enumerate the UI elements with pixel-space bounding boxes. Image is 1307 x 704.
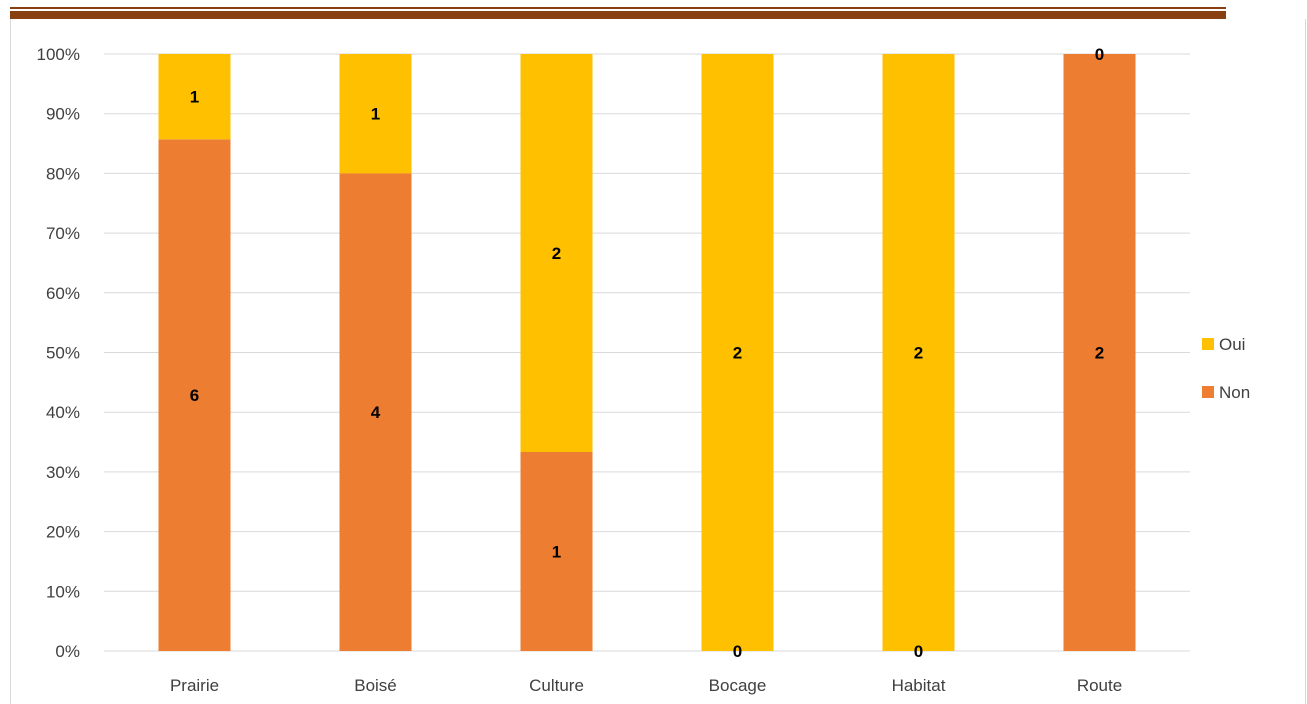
x-tick-label: Culture <box>529 676 584 695</box>
data-label: 1 <box>371 105 380 124</box>
bar-segment-oui <box>701 54 774 651</box>
x-tick-label: Boisé <box>354 676 397 695</box>
y-tick-label: 0% <box>55 642 80 661</box>
bar-segment-oui <box>520 54 593 452</box>
data-label: 2 <box>914 344 923 363</box>
y-tick-label: 40% <box>46 403 80 422</box>
bar-segment-non <box>158 139 231 652</box>
bar-segment-oui <box>339 54 412 174</box>
x-axis-tick-labels: Prairie Boisé Culture Bocage Habitat Route <box>170 676 1122 695</box>
data-label: 0 <box>914 642 923 661</box>
bar-segment-non <box>520 452 593 651</box>
x-tick-label: Route <box>1077 676 1122 695</box>
data-label: 0 <box>733 642 742 661</box>
y-tick-label: 10% <box>46 582 80 601</box>
data-label: 0 <box>1095 45 1104 64</box>
x-tick-label: Habitat <box>892 676 946 695</box>
legend-swatch-non <box>1202 386 1214 398</box>
data-label: 6 <box>190 386 199 405</box>
chart-frame-right <box>1305 19 1306 704</box>
y-tick-label: 50% <box>46 344 80 363</box>
legend-label-non: Non <box>1219 383 1250 402</box>
bar-segment-oui <box>158 54 231 140</box>
data-label: 2 <box>552 244 561 263</box>
y-tick-label: 100% <box>37 45 80 64</box>
header-rule-thick <box>10 11 1226 19</box>
header-rule-thin <box>10 7 1226 9</box>
y-axis-tick-labels: 0% 10% 20% 30% 40% 50% 60% 70% 80% 90% 100% <box>37 45 80 661</box>
data-label: 4 <box>371 403 381 422</box>
y-tick-label: 80% <box>46 164 80 183</box>
gridlines <box>104 53 1190 652</box>
chart-frame-left <box>10 19 11 704</box>
bar-segment-oui <box>882 54 955 651</box>
data-labels: 6 1 4 1 1 2 0 2 0 2 2 0 <box>190 45 1104 661</box>
data-label: 1 <box>190 88 199 107</box>
y-tick-label: 90% <box>46 105 80 124</box>
data-label: 2 <box>733 344 742 363</box>
data-label: 2 <box>1095 344 1104 363</box>
y-tick-label: 70% <box>46 224 80 243</box>
x-tick-label: Bocage <box>709 676 767 695</box>
y-tick-label: 30% <box>46 463 80 482</box>
bars <box>158 54 1136 652</box>
data-label: 1 <box>552 543 561 562</box>
y-tick-label: 20% <box>46 523 80 542</box>
legend-label-oui: Oui <box>1219 335 1245 354</box>
y-tick-label: 60% <box>46 284 80 303</box>
bar-segment-non <box>1063 54 1136 651</box>
x-tick-label: Prairie <box>170 676 219 695</box>
legend-swatch-oui <box>1202 338 1214 350</box>
bar-segment-non <box>339 173 412 651</box>
legend: Oui Non <box>1202 335 1250 402</box>
